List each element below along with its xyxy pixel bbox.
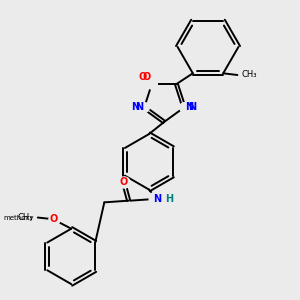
Text: O: O xyxy=(119,177,128,187)
Text: N: N xyxy=(131,103,140,112)
Text: N: N xyxy=(185,103,193,112)
Text: O: O xyxy=(143,72,151,82)
Text: methoxy: methoxy xyxy=(3,214,33,220)
Text: N: N xyxy=(188,103,196,112)
Text: CH₃: CH₃ xyxy=(241,70,256,80)
Text: CH₃: CH₃ xyxy=(18,213,33,222)
Text: H: H xyxy=(165,194,173,204)
Text: N: N xyxy=(135,103,143,112)
Text: N: N xyxy=(153,194,161,204)
Text: O: O xyxy=(50,214,58,224)
Text: O: O xyxy=(139,72,147,82)
